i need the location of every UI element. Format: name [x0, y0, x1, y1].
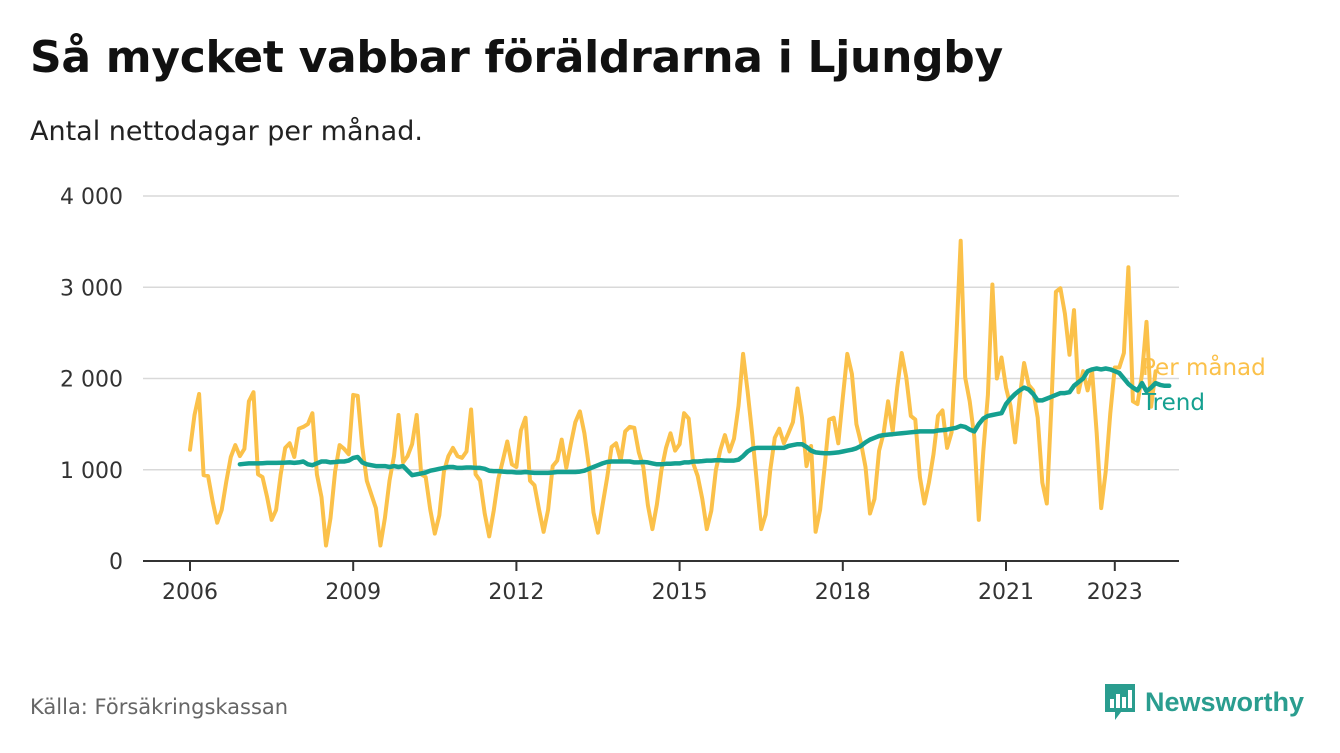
chart-title: Så mycket vabbar föräldrarna i Ljungby: [30, 32, 1003, 83]
series-label-trend: Trend: [1141, 390, 1205, 416]
x-tick-label: 2009: [325, 580, 381, 605]
x-tick-label: 2023: [1087, 580, 1143, 605]
x-axis-ticks: 2006 2009 2012 2015 2018 2021 2023: [162, 561, 1143, 605]
bar-chart-speech-icon: [1105, 684, 1135, 720]
series-line-trend: [237, 366, 1172, 478]
source-note: Källa: Försäkringskassan: [30, 695, 289, 719]
x-tick-label: 2006: [162, 580, 218, 605]
chart-subtitle: Antal nettodagar per månad.: [30, 116, 423, 147]
y-tick-label: 2 000: [60, 368, 123, 393]
x-tick-label: 2021: [978, 580, 1034, 605]
x-tick-label: 2015: [652, 580, 708, 605]
y-tick-label: 3 000: [60, 276, 123, 301]
brand-name: Newsworthy: [1145, 686, 1305, 717]
series-lines: [188, 238, 1172, 548]
y-tick-label: 0: [109, 550, 123, 575]
series-labels: Per månad Trend: [1141, 353, 1266, 416]
brand-logo[interactable]: Newsworthy: [1103, 682, 1304, 722]
x-tick-label: 2018: [815, 580, 871, 605]
y-tick-label: 4 000: [60, 185, 123, 210]
series-line-per-manad: [188, 238, 1158, 548]
series-label-per-manad: Per månad: [1142, 353, 1266, 381]
x-tick-label: 2012: [488, 580, 544, 605]
y-axis-ticks: 0 1 000 2 000 3 000 4 000: [60, 185, 123, 575]
y-tick-label: 1 000: [60, 459, 123, 484]
